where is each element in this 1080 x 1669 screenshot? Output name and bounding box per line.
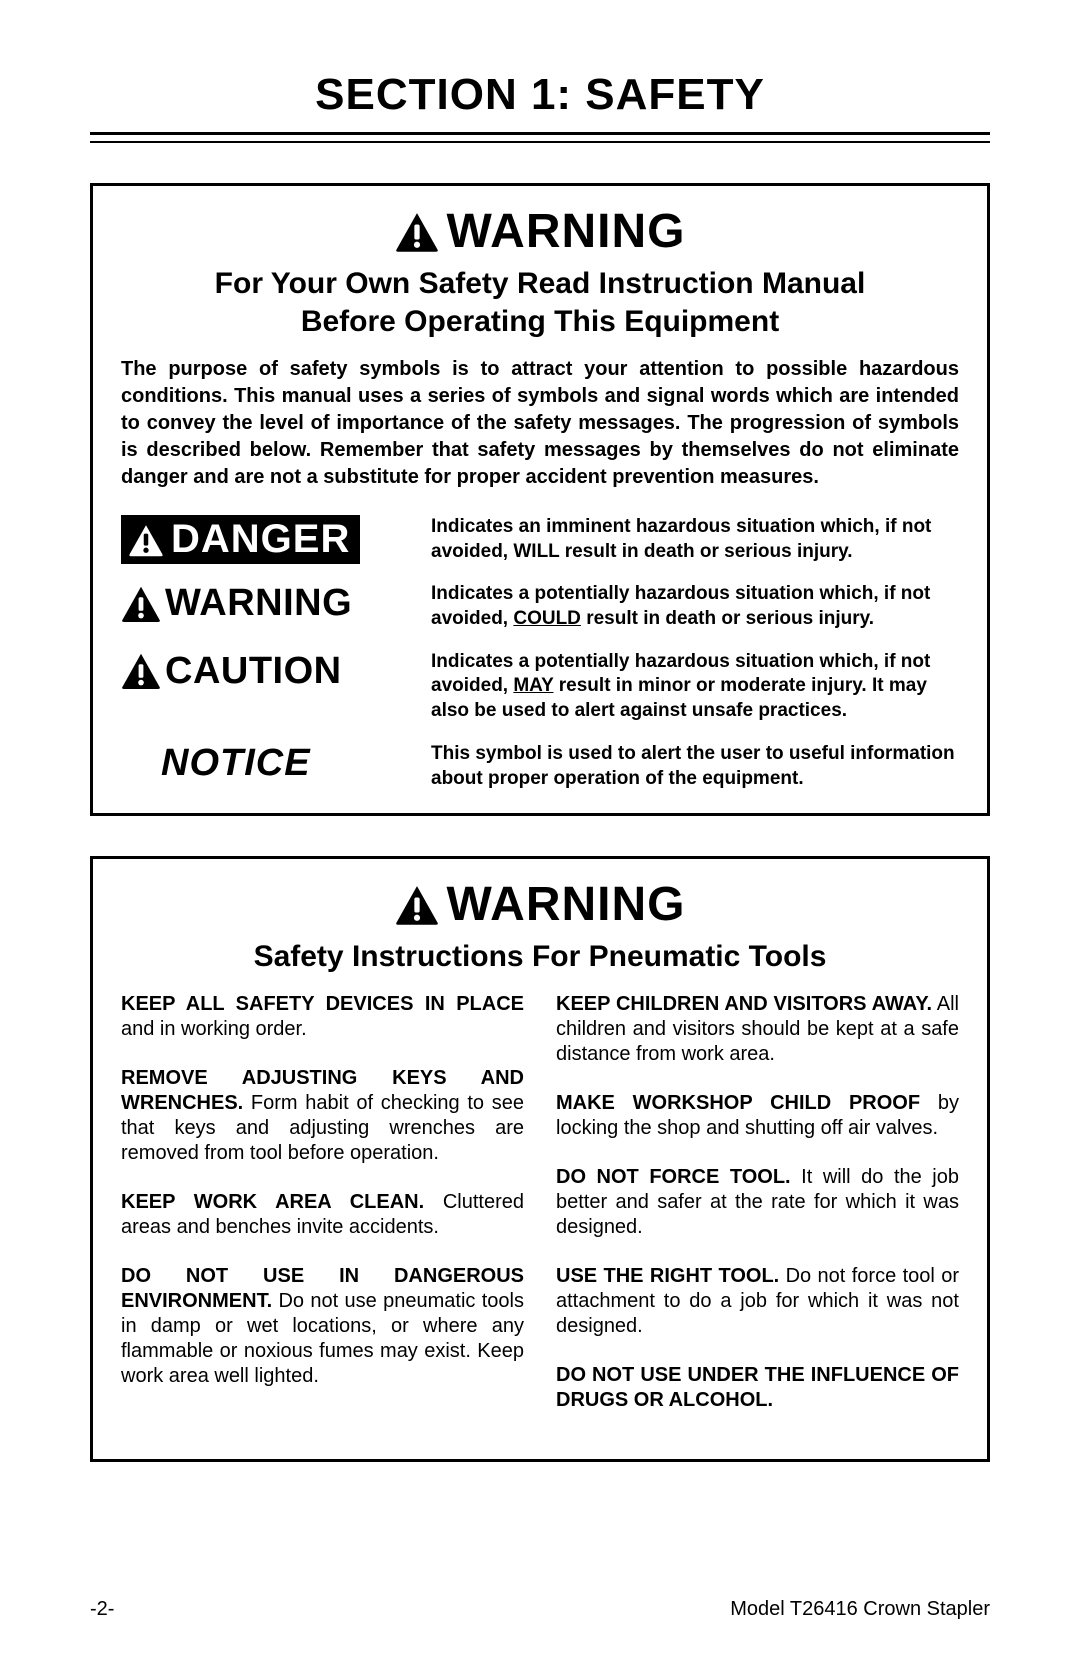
instruction-item: DO NOT USE UNDER THE INFLUENCE OF DRUGS … <box>556 1363 959 1413</box>
instruction-item: MAKE WORKSHOP CHILD PROOF by locking the… <box>556 1091 959 1141</box>
warning-def-b: result in death or serious injury. <box>581 608 874 629</box>
caution-def-label: CAUTION <box>165 650 342 693</box>
danger-definition-text: Indicates an imminent hazardous situatio… <box>431 515 959 564</box>
rule-thin <box>90 141 990 143</box>
warning-label-inline: WARNING <box>121 582 352 625</box>
definition-warning: WARNING Indicates a potentially hazardou… <box>121 582 959 631</box>
warning-triangle-icon <box>121 653 161 689</box>
definition-danger: DANGER Indicates an imminent hazardous s… <box>121 515 959 564</box>
caution-definition-text: Indicates a potentially hazardous situat… <box>431 650 959 724</box>
instruction-item: REMOVE ADJUSTING KEYS AND WRENCHES. Form… <box>121 1066 524 1166</box>
instruction-bold: KEEP CHILDREN AND VISITORS AWAY. <box>556 993 932 1015</box>
instruction-item: KEEP ALL SAFETY DEVICES IN PLACE and in … <box>121 992 524 1042</box>
subhead-line-1: For Your Own Safety Read Instruction Man… <box>215 267 866 300</box>
instruction-bold: MAKE WORKSHOP CHILD PROOF <box>556 1092 920 1114</box>
instruction-bold: DO NOT USE UNDER THE INFLUENCE OF DRUGS … <box>556 1364 959 1411</box>
notice-label: NOTICE <box>121 742 311 785</box>
warning-subhead: For Your Own Safety Read Instruction Man… <box>121 265 959 340</box>
warning-triangle-icon <box>395 212 439 252</box>
caution-label-inline: CAUTION <box>121 650 342 693</box>
danger-label: DANGER <box>171 517 350 562</box>
instruction-rest: and in working order. <box>121 1018 307 1040</box>
instruction-item: DO NOT USE IN DANGEROUS ENVIRONMENT. Do … <box>121 1264 524 1389</box>
warning-header-label: WARNING <box>447 204 686 259</box>
warning-triangle-icon <box>395 885 439 925</box>
warning-box-symbols: WARNING For Your Own Safety Read Instruc… <box>90 183 990 816</box>
definitions-list: DANGER Indicates an imminent hazardous s… <box>121 515 959 791</box>
warning-header: WARNING <box>121 204 959 259</box>
instruction-bold: USE THE RIGHT TOOL. <box>556 1265 779 1287</box>
instructions-column-right: KEEP CHILDREN AND VISITORS AWAY. All chi… <box>556 992 959 1437</box>
subhead-line-2: Before Operating This Equipment <box>301 305 779 338</box>
warning-def-label: WARNING <box>165 582 352 625</box>
instruction-item: KEEP CHILDREN AND VISITORS AWAY. All chi… <box>556 992 959 1067</box>
warning-header-2: WARNING <box>121 877 959 932</box>
instruction-item: USE THE RIGHT TOOL. Do not force tool or… <box>556 1264 959 1339</box>
intro-paragraph: The purpose of safety symbols is to attr… <box>121 356 959 491</box>
danger-badge: DANGER <box>121 515 360 564</box>
model-label: Model T26416 Crown Stapler <box>730 1598 990 1621</box>
caution-def-u: MAY <box>513 675 553 696</box>
instruction-item: DO NOT FORCE TOOL. It will do the job be… <box>556 1165 959 1240</box>
instruction-bold: DO NOT FORCE TOOL. <box>556 1166 791 1188</box>
instruction-bold: KEEP ALL SAFETY DEVICES IN PLACE <box>121 993 524 1015</box>
instructions-subhead: Safety Instructions For Pneumatic Tools <box>121 938 959 976</box>
warning-header-label-2: WARNING <box>447 877 686 932</box>
page-number: -2- <box>90 1598 114 1621</box>
instruction-bold: KEEP WORK AREA CLEAN. <box>121 1191 424 1213</box>
warning-triangle-icon <box>121 586 161 622</box>
warning-def-u: COULD <box>513 608 581 629</box>
instructions-columns: KEEP ALL SAFETY DEVICES IN PLACE and in … <box>121 992 959 1437</box>
definition-notice: NOTICE This symbol is used to alert the … <box>121 742 959 791</box>
rule-thick <box>90 132 990 135</box>
instruction-item: KEEP WORK AREA CLEAN. Cluttered areas an… <box>121 1190 524 1240</box>
warning-definition-text: Indicates a potentially hazardous situat… <box>431 582 959 631</box>
page-footer: -2- Model T26416 Crown Stapler <box>90 1598 990 1621</box>
warning-box-instructions: WARNING Safety Instructions For Pneumati… <box>90 856 990 1462</box>
definition-caution: CAUTION Indicates a potentially hazardou… <box>121 650 959 724</box>
instructions-column-left: KEEP ALL SAFETY DEVICES IN PLACE and in … <box>121 992 524 1437</box>
warning-triangle-icon <box>127 523 165 557</box>
section-title: SECTION 1: SAFETY <box>90 70 990 120</box>
notice-definition-text: This symbol is used to alert the user to… <box>431 742 959 791</box>
